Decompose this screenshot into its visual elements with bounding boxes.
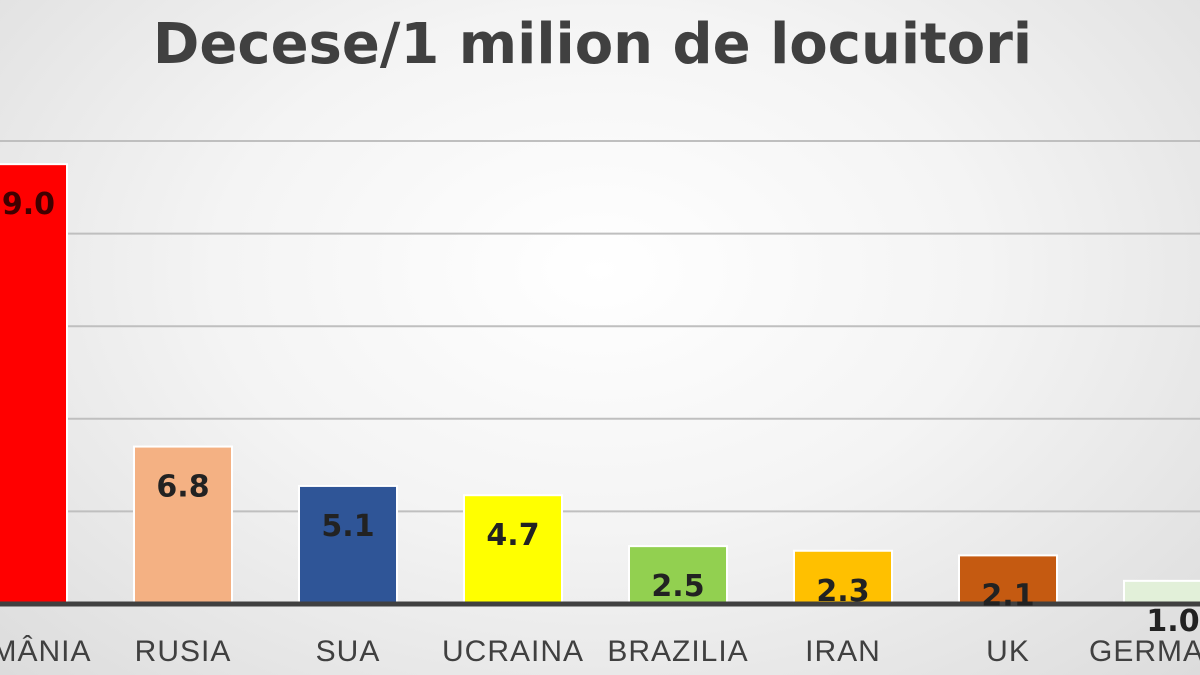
data-label: 5.1 <box>321 509 374 544</box>
data-label: 1.0 <box>1146 604 1199 639</box>
bar <box>298 484 398 605</box>
bar <box>133 445 233 605</box>
data-labels: 19.0 6.8 5.1 4.7 2.5 2.3 2.1 1.0 <box>0 187 1200 639</box>
x-tick-label: IRAN <box>805 635 881 668</box>
bar <box>1123 579 1200 605</box>
x-tick-label: UCRAINA <box>442 635 584 668</box>
data-label: 6.8 <box>156 470 209 505</box>
bars <box>0 163 1200 606</box>
x-tick-label: UK <box>986 635 1030 668</box>
x-tick-label: RUSIA <box>135 635 232 668</box>
data-label: 2.5 <box>651 569 704 604</box>
chart-title: Decese/1 milion de locuitori <box>152 12 1033 77</box>
bar <box>628 545 728 605</box>
data-label: 4.7 <box>486 518 539 553</box>
x-tick-label: BRAZILIA <box>607 635 748 668</box>
x-tick-label: SUA <box>316 635 381 668</box>
bar <box>0 163 68 605</box>
x-tick-label: GERMANIA <box>1089 635 1200 668</box>
bar <box>793 549 893 606</box>
x-tick-label: ROMÂNIA <box>0 635 92 668</box>
data-label: 2.3 <box>816 574 869 609</box>
x-tick-labels: ROMÂNIA RUSIA SUA UCRAINA BRAZILIA IRAN UK GERM… <box>0 635 1200 668</box>
data-label: 2.1 <box>981 578 1034 613</box>
data-label: 19.0 <box>0 187 55 222</box>
